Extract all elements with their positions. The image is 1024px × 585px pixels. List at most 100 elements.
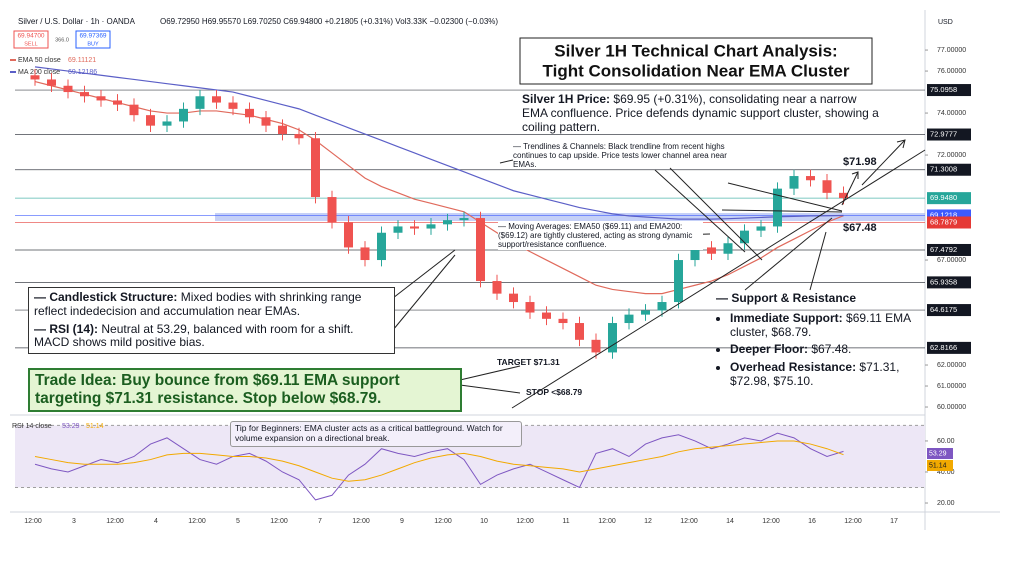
candle-body <box>80 92 89 97</box>
note-head: — Candlestick Structure: <box>34 290 178 304</box>
candle-body <box>624 314 634 324</box>
ohlc: O69.72950 H69.95570 L69.70250 C69.94800 … <box>160 17 498 26</box>
level-tag <box>927 341 971 354</box>
x-tick-label: 12:00 <box>680 518 698 525</box>
arrow <box>499 159 514 164</box>
value-tag-label: 53.29 <box>929 450 947 457</box>
candle-body <box>525 302 535 313</box>
candle-body <box>212 96 221 103</box>
level-label: 71.3008 <box>930 165 957 174</box>
x-tick-label: 12:00 <box>844 518 862 525</box>
arrow <box>861 139 906 186</box>
x-tick-label: 10 <box>480 518 488 525</box>
note-text: Mixed bodies with shrinking range reflec… <box>34 290 362 318</box>
candle-body <box>657 302 667 311</box>
level-tag <box>927 163 971 176</box>
price-note: Silver 1H Price: $69.95 (+0.31%), consol… <box>522 92 882 134</box>
candle-box: — Candlestick Structure: Mixed bodies wi… <box>28 287 395 355</box>
candle-body <box>410 226 419 229</box>
sell-button[interactable] <box>13 30 49 49</box>
candle-body <box>789 176 799 189</box>
level-label: 68.7879 <box>930 217 957 226</box>
y-tick-label: 61.00000 <box>937 383 966 390</box>
x-tick-label: 16 <box>808 518 816 525</box>
legend-value: 53.29 <box>62 423 80 430</box>
rsi-label: RSI 14 close <box>12 423 52 430</box>
candle-body <box>839 192 848 199</box>
level-tag <box>927 192 971 205</box>
rsi-note: — RSI (14): Neutral at 53.29, balanced w… <box>34 322 389 351</box>
arrow <box>841 171 859 206</box>
sr-text: Immediate Support: <box>730 310 843 325</box>
candle-body <box>575 323 584 340</box>
candle-body <box>195 96 205 109</box>
candle-body <box>344 222 353 248</box>
sr-item: Overhead Resistance: $71.31, $72.98, $75… <box>730 360 921 389</box>
candle-body <box>30 75 40 80</box>
arrow <box>392 249 456 299</box>
candle-body <box>327 197 337 223</box>
y-tick-label: 40.00 <box>937 469 955 476</box>
y-tick-label: 60.00000 <box>937 404 966 411</box>
sr-text: $67.48. <box>808 342 852 357</box>
candle-body <box>393 226 403 233</box>
candle-body <box>558 318 568 324</box>
x-tick-label: 12:00 <box>106 518 124 525</box>
level-label: 75.0958 <box>930 85 957 94</box>
high-label: $71.98 <box>843 156 877 168</box>
candle-body <box>756 226 766 231</box>
y-tick-label: 60.00 <box>937 438 955 445</box>
x-tick-label: 11 <box>562 518 569 525</box>
candle-body <box>509 293 518 303</box>
candle-body <box>162 121 172 126</box>
candle-body <box>311 138 320 198</box>
x-tick-label: 12:00 <box>352 518 370 525</box>
y-tick-label: 77.00000 <box>937 47 966 54</box>
annotation-lines <box>392 139 926 409</box>
plot: 77.00000 76.00000 74.00000 72.00000 67.00000… <box>10 47 971 525</box>
title-box <box>519 37 873 85</box>
target-label: TARGET $71.31 <box>497 357 560 367</box>
sr-list: Immediate Support: $69.11 EMA cluster, $… <box>716 310 921 389</box>
candle-body <box>96 96 106 101</box>
value-tag-label: 51.14 <box>929 462 947 469</box>
candle-body <box>806 176 815 181</box>
buy-button[interactable] <box>75 30 111 49</box>
candle-body <box>245 108 254 118</box>
note-text: $69.95 (+0.31%), consolidating near a na… <box>522 92 879 134</box>
x-tick-label: 7 <box>318 518 322 525</box>
candle-body <box>476 218 485 282</box>
x-tick-label: 12:00 <box>516 518 534 525</box>
candle-body <box>179 108 188 122</box>
value-tag <box>927 448 953 459</box>
x-tick-label: 12:00 <box>598 518 616 525</box>
title: Silver 1H Technical Chart Analysis: <box>554 41 837 60</box>
sr-text: Deeper Floor: <box>730 342 809 357</box>
arrow <box>459 365 521 381</box>
candle-body <box>641 310 650 315</box>
x-tick-label: 9 <box>400 518 404 525</box>
sr-item: Immediate Support: $69.11 EMA cluster, $… <box>730 310 921 340</box>
spread: 366.0 <box>55 37 69 43</box>
legend-value: 69.12186 <box>68 69 97 76</box>
arrow-head <box>896 139 906 149</box>
candle-body <box>377 232 386 261</box>
candle-body <box>47 79 56 86</box>
legend-value: 51.14 <box>86 423 104 430</box>
candle-body <box>542 312 551 319</box>
candle-body <box>278 125 287 135</box>
candle-body <box>129 104 139 116</box>
candle-body <box>228 102 238 109</box>
candle-body <box>492 281 502 294</box>
candle-body <box>459 218 469 221</box>
sr-text: $69.11 EMA cluster, $68.79. <box>730 310 911 339</box>
rsi-line <box>34 440 844 482</box>
candle-body <box>443 220 452 225</box>
x-tick-label: 12:00 <box>762 518 780 525</box>
arrow <box>809 231 827 291</box>
candle-body <box>426 224 436 229</box>
symbol: Silver / U.S. Dollar · 1h · OANDA <box>18 17 136 26</box>
trade-idea: Trade Idea: Buy bounce from $69.11 EMA s… <box>28 368 462 412</box>
tip: Tip for Beginners: EMA cluster acts as a… <box>230 421 522 447</box>
candle-body <box>591 339 601 353</box>
